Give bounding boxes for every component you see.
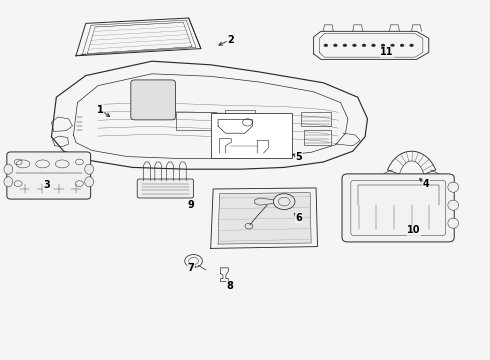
Circle shape [391, 44, 394, 47]
Circle shape [371, 44, 375, 47]
Bar [304, 130, 331, 145]
Circle shape [273, 194, 295, 210]
Ellipse shape [4, 177, 13, 187]
Text: 9: 9 [188, 200, 195, 210]
Circle shape [362, 44, 366, 47]
Circle shape [352, 44, 356, 47]
Text: 6: 6 [295, 213, 302, 223]
Ellipse shape [448, 218, 459, 228]
Text: 3: 3 [43, 180, 50, 190]
Text: 1: 1 [97, 105, 104, 115]
FancyBboxPatch shape [7, 152, 91, 199]
Text: 11: 11 [380, 47, 394, 57]
Circle shape [333, 44, 337, 47]
Ellipse shape [85, 177, 94, 187]
Text: 10: 10 [407, 225, 421, 235]
Circle shape [324, 44, 328, 47]
Text: 4: 4 [423, 179, 430, 189]
Circle shape [343, 44, 347, 47]
Circle shape [381, 44, 385, 47]
Circle shape [410, 44, 414, 47]
Polygon shape [218, 193, 311, 244]
Bar [176, 112, 216, 130]
Text: 8: 8 [227, 281, 234, 291]
Text: 7: 7 [188, 263, 195, 273]
Text: 2: 2 [227, 35, 234, 45]
Text: 5: 5 [295, 152, 302, 162]
Bar [211, 113, 292, 158]
FancyBboxPatch shape [342, 174, 454, 242]
Circle shape [400, 44, 404, 47]
FancyBboxPatch shape [137, 179, 194, 198]
Bar [301, 112, 331, 126]
Ellipse shape [448, 182, 459, 192]
Ellipse shape [85, 164, 94, 174]
Ellipse shape [448, 200, 459, 210]
Bar [225, 110, 255, 126]
Ellipse shape [4, 164, 13, 174]
FancyBboxPatch shape [131, 80, 175, 120]
